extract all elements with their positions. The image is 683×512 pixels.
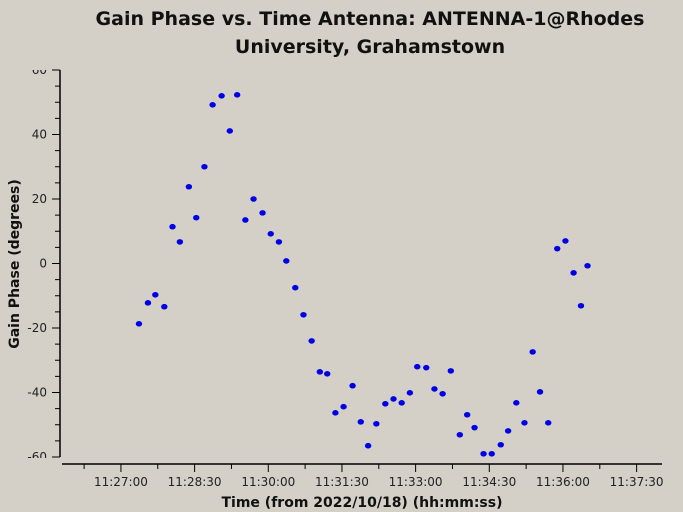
data-point: [447, 368, 455, 374]
x-tick-label: 11:36:00: [536, 475, 590, 489]
y-tick-label: 40: [32, 128, 47, 142]
data-point: [275, 239, 283, 245]
x-tick-label: 11:27:00: [94, 475, 148, 489]
data-point: [488, 450, 495, 457]
x-tick-label: 11:30:00: [241, 475, 295, 489]
y-tick-label: -60: [27, 450, 47, 464]
x-tick-label: 11:28:30: [168, 475, 222, 489]
data-point: [340, 403, 347, 410]
y-tick-label: 0: [39, 257, 47, 271]
data-point: [226, 128, 234, 134]
data-point: [414, 363, 421, 370]
data-point: [504, 428, 512, 434]
data-point: [233, 92, 241, 98]
data-point: [176, 239, 184, 245]
data-point: [357, 419, 364, 425]
data-point: [218, 93, 225, 99]
data-point: [471, 424, 478, 431]
data-point: [570, 270, 577, 276]
data-point: [201, 163, 208, 170]
data-point: [513, 400, 520, 406]
data-point: [161, 303, 168, 310]
data-point: [185, 183, 193, 190]
y-axis: 60 40 20 0 -20 -40 -60: [27, 63, 61, 464]
data-point: [267, 231, 274, 237]
data-point: [283, 258, 290, 264]
data-point: [521, 420, 528, 426]
y-tick-label: -20: [27, 321, 47, 335]
data-point: [382, 400, 389, 407]
x-tick-label: 11:31:30: [315, 475, 369, 489]
data-point: [242, 217, 249, 223]
data-point: [577, 302, 585, 309]
data-point: [373, 420, 380, 427]
x-tick-label: 11:33:00: [389, 475, 443, 489]
y-tick-label: 20: [32, 192, 47, 206]
data-point: [250, 196, 257, 202]
data-point: [209, 102, 216, 108]
data-point: [349, 382, 356, 389]
data-point: [463, 411, 471, 418]
data-point: [152, 291, 159, 298]
y-tick-label: -40: [27, 386, 47, 400]
data-point: [529, 349, 536, 355]
data-point: [439, 390, 446, 397]
x-tick-label: 11:37:30: [610, 475, 664, 489]
data-point: [456, 431, 464, 438]
chart-title-line-2: University, Grahamstown: [235, 36, 505, 58]
data-point: [259, 210, 266, 216]
data-point: [316, 369, 324, 375]
data-point: [135, 321, 143, 327]
data-point: [332, 410, 339, 416]
data-point: [398, 400, 405, 406]
data-point: [554, 245, 561, 252]
data-point: [308, 338, 315, 344]
data-point: [324, 370, 331, 377]
data-point: [292, 284, 299, 291]
y-tick-label: 60: [32, 63, 47, 77]
data-point: [406, 390, 414, 396]
data-point: [480, 450, 487, 457]
data-point: [169, 223, 176, 230]
x-tick-label: 11:34:30: [462, 475, 516, 489]
data-point: [390, 396, 397, 402]
data-point: [545, 420, 552, 426]
chart-title-line-1: Gain Phase vs. Time Antenna: ANTENNA-1@R…: [96, 8, 645, 30]
data-point: [562, 238, 569, 244]
x-axis: 11:27:00 11:28:30 11:30:00 11:31:30 11:33:00…: [62, 463, 664, 489]
y-axis-label: Gain Phase (degrees): [7, 179, 23, 349]
data-point: [431, 386, 438, 392]
data-points: [135, 92, 591, 457]
data-point: [193, 214, 200, 221]
data-point: [144, 300, 152, 306]
data-point: [300, 311, 307, 318]
x-axis-label: Time (from 2022/10/18) (hh:mm:ss): [222, 495, 503, 511]
data-point: [536, 389, 544, 395]
data-point: [584, 262, 591, 269]
data-point: [497, 441, 504, 448]
data-point: [364, 442, 372, 449]
data-point: [423, 364, 430, 371]
